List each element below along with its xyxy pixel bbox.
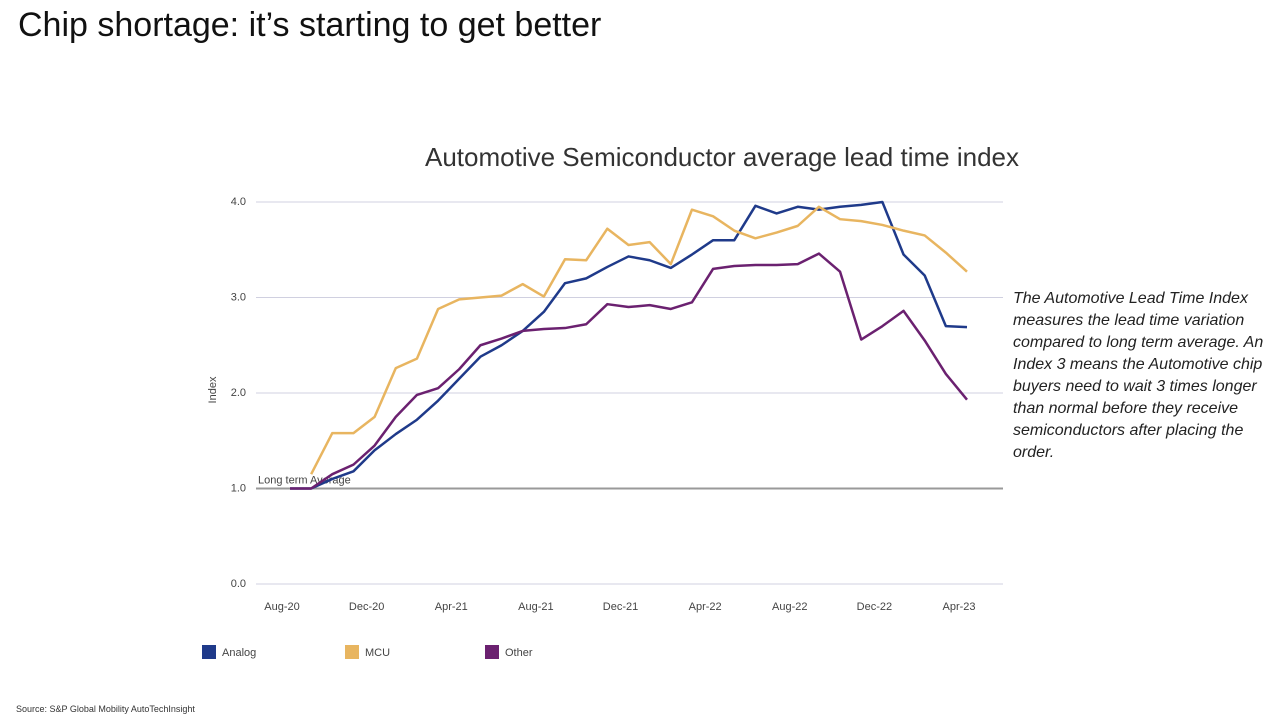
chart-title: Automotive Semiconductor average lead ti… (425, 142, 1019, 172)
y-tick-label: 2.0 (231, 387, 246, 399)
series-line (310, 205, 968, 475)
legend-label: Analog (222, 647, 256, 659)
series-line (290, 200, 968, 490)
x-tick-label: Dec-22 (857, 601, 892, 613)
page-title: Chip shortage: it’s starting to get bett… (18, 6, 602, 44)
legend-label: MCU (365, 647, 390, 659)
y-tick-label: 4.0 (231, 196, 246, 208)
y-tick-label: 0.0 (231, 578, 246, 590)
x-tick-label: Aug-22 (772, 601, 807, 613)
x-tick-label: Aug-21 (518, 601, 553, 613)
annotation: The Automotive Lead Time Index measures … (1013, 290, 1264, 461)
y-tick-label: 3.0 (231, 291, 246, 303)
y-axis-label: Index (207, 376, 219, 403)
legend-swatch (202, 645, 216, 659)
legend-label: Other (505, 647, 533, 659)
source: Source: S&P Global Mobility AutoTechInsi… (16, 704, 195, 714)
x-tick-label: Apr-22 (689, 601, 722, 613)
series-line (290, 252, 968, 490)
legend-swatch (345, 645, 359, 659)
x-tick-label: Apr-23 (942, 601, 975, 613)
x-tick-label: Aug-20 (264, 601, 299, 613)
x-tick-label: Apr-21 (435, 601, 468, 613)
legend-swatch (485, 645, 499, 659)
y-tick-label: 1.0 (231, 482, 246, 494)
x-tick-label: Dec-20 (349, 601, 384, 613)
x-tick-label: Dec-21 (603, 601, 638, 613)
